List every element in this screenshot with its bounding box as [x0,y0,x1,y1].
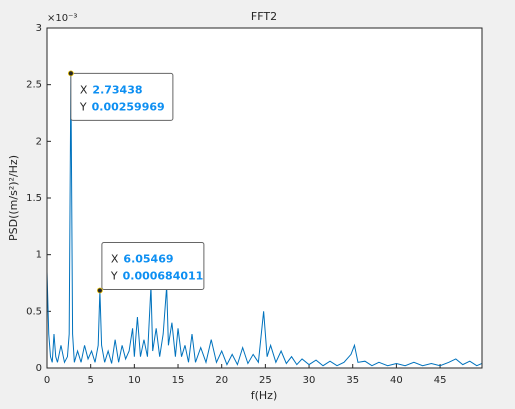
datatip-box [70,72,174,121]
datatip-x-value: 2.73438 [92,83,142,96]
datatip-y-value: 0.000684011 [123,269,204,282]
x-tick-label: 30 [303,375,316,386]
datatip-y: Y 0.000684011 [110,269,203,282]
x-tick-label: 10 [128,375,141,386]
y-tick-label: 0 [36,363,42,374]
series-line [46,73,483,367]
datatip-box [101,241,205,290]
y-tick-label: 1 [36,250,42,261]
y-axis-label: PSD((m/s²)²/Hz) [7,155,20,241]
datatip-y-name: Y [79,100,87,113]
axes-box [46,27,483,369]
datatip-y: Y 0.00259969 [79,100,165,113]
x-tick-label: 40 [390,375,403,386]
datatip-x-name: X [111,252,119,265]
datatip-marker [96,287,103,294]
x-tick-label: 0 [44,375,50,386]
y-tick-label: 3 [36,23,42,34]
x-tick-label: 35 [346,375,359,386]
datatip-y-name: Y [110,269,118,282]
datatip-x-name: X [80,83,88,96]
datatip-x-value: 6.05469 [123,252,173,265]
datatip-marker [67,70,74,77]
y-tick-label: 0.5 [26,306,42,317]
datatip-y-value: 0.00259969 [92,100,165,113]
y-exponent-label: ×10⁻³ [47,13,77,24]
x-tick-label: 25 [259,375,272,386]
datatip-x: X 6.05469 [111,252,174,265]
y-tick-label: 2 [36,136,42,147]
datatip-x: X 2.73438 [80,83,143,96]
x-tick-label: 15 [172,375,185,386]
x-tick-label: 5 [87,375,93,386]
y-tick-label: 1.5 [26,193,42,204]
chart-title: FFT2 [251,10,277,23]
x-tick-label: 20 [215,375,228,386]
y-tick-label: 2.5 [26,80,42,91]
x-tick-label: 45 [434,375,447,386]
x-axis-label: f(Hz) [251,389,278,402]
